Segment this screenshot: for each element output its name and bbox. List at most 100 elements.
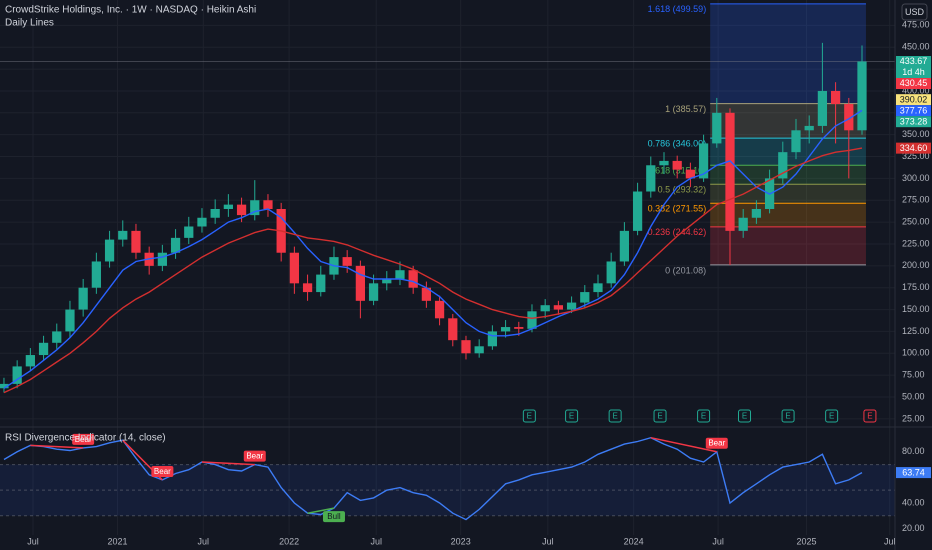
candle-body (698, 143, 709, 179)
candle-body (527, 311, 537, 329)
candle-body (52, 331, 62, 343)
candle-body (382, 278, 392, 284)
fib-label: 0 (201.08) (665, 265, 706, 275)
fib-band (710, 184, 866, 204)
rsi-line (3, 436, 863, 521)
earnings-marker (825, 409, 839, 423)
price-label-sub: 1d 4h (902, 67, 925, 77)
y-tick-label: 75.00 (902, 370, 925, 380)
price-label-box (896, 142, 931, 154)
x-tick-label: Jul (542, 536, 554, 546)
price-label: 334.60 (900, 143, 928, 153)
fib-band (710, 203, 866, 227)
candle-body (78, 287, 88, 310)
y-tick-label: 40.00 (902, 497, 925, 507)
candle-body (778, 152, 788, 179)
earnings-label: E (612, 412, 617, 421)
candle-body (712, 112, 722, 144)
price-pane: 1.618 (499.59) 1 (385.57) 0.786 (346.00) 0.… (0, 3, 895, 423)
currency[interactable]: USD (905, 7, 925, 17)
candle-body (514, 327, 524, 329)
earnings-label: E (785, 412, 790, 421)
fib-label: 1 (385.57) (665, 104, 706, 114)
candle-body (408, 270, 418, 288)
earnings-label: E (527, 412, 532, 421)
price-label-box (896, 116, 931, 128)
divergence-box (243, 450, 266, 462)
fib-label: 0.382 (271.55) (648, 204, 707, 214)
y-tick-label: 80.00 (902, 446, 925, 456)
candle-body (646, 165, 656, 192)
candle-body (553, 305, 564, 310)
price-label: 430.45 (900, 78, 928, 88)
earnings-marker (653, 409, 667, 423)
divergence-box (705, 437, 728, 449)
earnings-label: E (569, 412, 574, 421)
divergence-box (72, 433, 95, 445)
y-tick-label: 175.00 (902, 282, 930, 292)
chart-subtitle: Daily Lines (5, 18, 54, 29)
candle-body (738, 217, 748, 231)
candle-body (540, 305, 550, 312)
rsi-pane: Bear Bear Bear Bull Bear (0, 433, 895, 523)
candle-body (157, 252, 167, 266)
y-tick-label: 475.00 (902, 20, 930, 30)
earnings-label: E (829, 412, 834, 421)
earnings-marker (781, 409, 795, 423)
earnings-label: E (701, 412, 706, 421)
divergence-label: Bear (75, 435, 92, 444)
price-label: 373.28 (900, 116, 928, 126)
candle-body (302, 283, 313, 293)
y-tick-label: 325.00 (902, 151, 930, 161)
fib-label: 0.236 (244.62) (648, 227, 707, 237)
candle-body (12, 366, 22, 384)
fib-band (710, 103, 866, 139)
candle-body (751, 209, 762, 218)
x-tick-label: 2021 (107, 536, 127, 546)
x-tick-label: Jul (370, 536, 382, 546)
divergence-label: Bear (708, 439, 725, 448)
earnings-marker (697, 409, 711, 423)
currency-box[interactable] (901, 3, 928, 21)
candle-body (236, 204, 247, 216)
candle-body (580, 292, 590, 303)
candle-body (421, 287, 431, 301)
candle-body (65, 309, 75, 332)
candle-body (368, 283, 379, 301)
y-tick-label: 50.00 (902, 391, 925, 401)
moving-average (3, 147, 863, 394)
fib-label: 1.618 (499.59) (648, 4, 707, 14)
candle-body (672, 160, 682, 170)
y-tick-label: 150.00 (902, 304, 930, 314)
fib-band (710, 3, 866, 104)
candle-body (474, 346, 484, 354)
candle-body (184, 226, 194, 238)
candle-body (250, 200, 260, 216)
candle-body (342, 257, 352, 266)
candle-body (817, 90, 828, 126)
candle-body (725, 112, 735, 231)
y-tick-label: 200.00 (902, 260, 930, 270)
rsi-title: RSI Divergence Indicator (14, close) (5, 433, 166, 444)
candle-body (316, 274, 326, 293)
divergence-line (307, 507, 335, 514)
candle-body (0, 383, 9, 389)
candle-body (223, 204, 233, 210)
divergence-label: Bear (246, 451, 263, 460)
candle-body (461, 340, 471, 354)
y-tick-label: 100.00 (902, 348, 930, 358)
y-tick-label: 125.00 (902, 326, 930, 336)
candle-body (263, 200, 273, 210)
candle-body (632, 191, 643, 231)
candle-body (857, 61, 867, 131)
divergence-label: Bull (327, 512, 341, 521)
candle-body (131, 230, 141, 253)
y-tick-label: 225.00 (902, 238, 930, 248)
y-tick-label: 300.00 (902, 173, 930, 183)
candle-body (500, 327, 511, 332)
divergence-line (650, 436, 717, 453)
earnings-label: E (657, 412, 662, 421)
divergence-line (30, 444, 84, 449)
fib-label: 0.5 (293.32) (658, 185, 707, 195)
